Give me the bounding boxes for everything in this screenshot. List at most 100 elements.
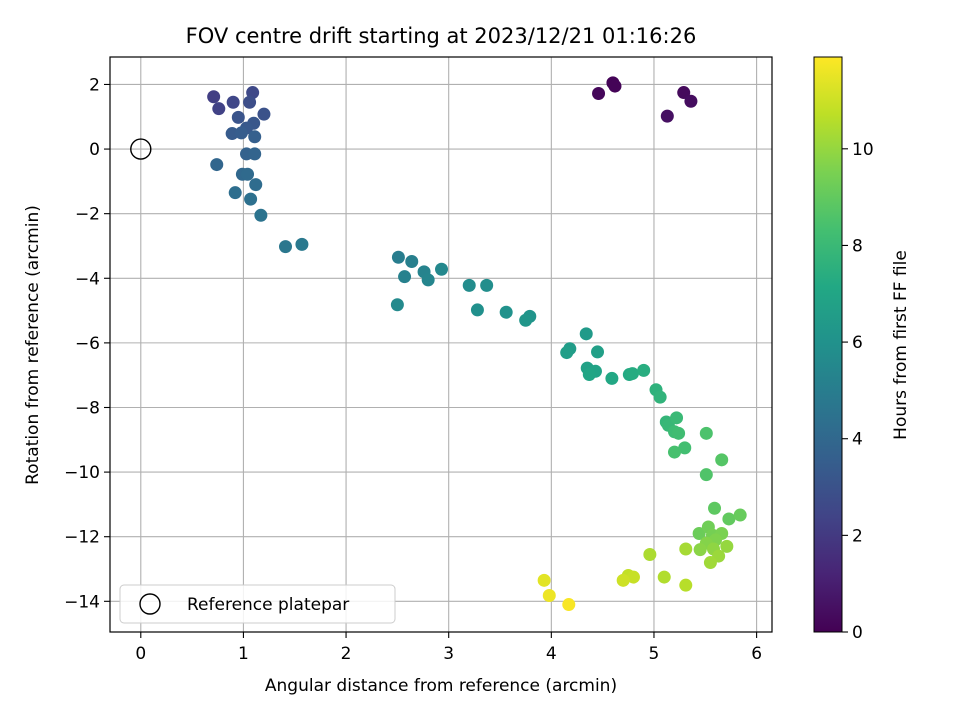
data-point <box>684 94 698 108</box>
legend-frame <box>119 584 396 624</box>
data-point <box>470 303 484 317</box>
data-point <box>421 273 435 287</box>
data-point <box>249 178 263 192</box>
y-tick-label: −10 <box>64 463 100 483</box>
data-point <box>670 411 684 425</box>
chart-title: FOV centre drift starting at 2023/12/21 … <box>186 24 697 48</box>
colorbar-ticks: 0 2 4 6 8 10 <box>842 140 874 643</box>
data-point <box>582 368 596 382</box>
data-point <box>708 501 722 515</box>
legend-marker <box>139 593 161 615</box>
colorbar-tick-label: 10 <box>852 140 874 160</box>
data-point <box>248 130 262 144</box>
x-tick-label: 0 <box>135 644 146 664</box>
data-point <box>733 508 747 522</box>
data-point <box>699 468 713 482</box>
x-axis-label: Angular distance from reference (arcmin) <box>265 676 617 696</box>
data-point <box>616 573 630 587</box>
data-point <box>243 95 257 109</box>
data-point <box>693 543 707 557</box>
data-point <box>226 95 240 109</box>
data-point <box>637 363 651 377</box>
data-point <box>391 250 405 264</box>
data-point <box>591 345 605 359</box>
data-point <box>679 578 693 592</box>
colorbar: 0 2 4 6 8 10 Hours from first FF file <box>813 56 911 643</box>
data-point <box>480 278 494 292</box>
data-point <box>722 512 736 526</box>
data-point <box>605 371 619 385</box>
data-point <box>435 262 449 276</box>
data-point <box>398 270 412 284</box>
colorbar-tick-label: 8 <box>852 236 863 256</box>
y-tick-label: −8 <box>75 398 100 418</box>
data-point <box>677 86 691 100</box>
data-point <box>657 570 671 584</box>
y-axis: 2 0 −2 −4 −6 −8 −10 −12 −14 <box>64 75 110 612</box>
plot-frame <box>109 56 773 633</box>
colorbar-tick-label: 6 <box>852 333 863 353</box>
data-point <box>672 426 686 440</box>
data-point <box>667 445 681 459</box>
data-point <box>519 313 533 327</box>
data-point <box>699 426 713 440</box>
data-point <box>579 327 593 341</box>
y-tick-label: −14 <box>64 592 100 612</box>
data-point <box>231 110 245 124</box>
data-point <box>537 573 551 587</box>
grid <box>110 57 772 632</box>
y-tick-label: −6 <box>75 334 100 354</box>
data-point <box>390 298 404 312</box>
data-point <box>228 186 242 200</box>
data-point <box>720 539 734 553</box>
data-point <box>241 167 255 181</box>
data-point <box>643 547 657 561</box>
data-point <box>210 158 224 172</box>
data-point <box>626 570 640 584</box>
data-point <box>212 102 226 116</box>
data-point <box>608 79 622 93</box>
x-tick-label: 3 <box>443 644 454 664</box>
data-point <box>592 87 606 101</box>
data-point <box>279 240 293 254</box>
data-point <box>660 109 674 123</box>
data-point <box>653 390 667 404</box>
data-point <box>542 588 556 602</box>
legend-label: Reference platepar <box>187 595 349 615</box>
x-tick-label: 5 <box>649 644 660 664</box>
x-tick-label: 2 <box>341 644 352 664</box>
data-point <box>234 126 248 140</box>
data-point <box>295 237 309 251</box>
data-point <box>207 90 221 104</box>
data-point <box>248 147 262 161</box>
data-point <box>225 127 239 141</box>
data-point <box>244 192 258 206</box>
data-point <box>679 542 693 556</box>
data-point <box>678 441 692 455</box>
colorbar-tick-label: 0 <box>852 623 863 643</box>
colorbar-label: Hours from first FF file <box>891 250 911 440</box>
x-tick-label: 4 <box>546 644 557 664</box>
data-point <box>499 305 513 319</box>
y-tick-label: −2 <box>75 205 100 225</box>
data-point <box>257 107 271 121</box>
data-point <box>692 526 706 540</box>
data-point <box>562 598 576 612</box>
y-tick-label: −4 <box>75 269 100 289</box>
y-tick-label: 2 <box>89 75 100 95</box>
y-tick-label: 0 <box>89 140 100 160</box>
colorbar-tick-label: 4 <box>852 430 863 450</box>
y-tick-label: −12 <box>64 528 100 548</box>
x-tick-label: 6 <box>751 644 762 664</box>
data-point <box>703 556 717 570</box>
y-axis-label: Rotation from reference (arcmin) <box>23 205 43 485</box>
data-point <box>715 453 729 467</box>
x-tick-label: 1 <box>238 644 249 664</box>
colorbar-gradient <box>813 56 843 633</box>
x-axis: 0 1 2 3 4 5 6 <box>135 632 762 664</box>
legend: Reference platepar <box>119 584 396 624</box>
colorbar-tick-label: 2 <box>852 526 863 546</box>
data-points <box>130 76 747 612</box>
data-point <box>560 346 574 360</box>
